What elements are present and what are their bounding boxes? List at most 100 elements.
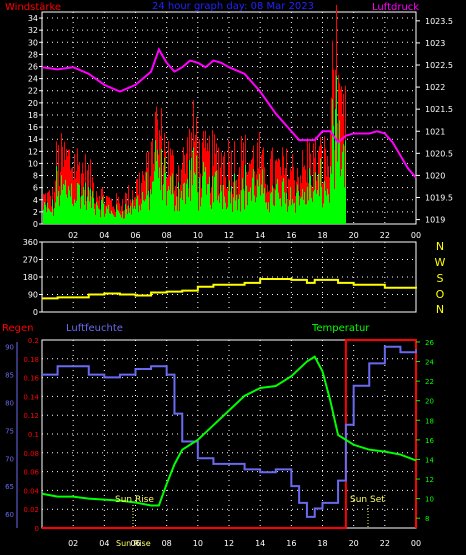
wind-avg-bar bbox=[330, 166, 331, 224]
wind-tick-label: 18 bbox=[28, 111, 38, 120]
wind-avg-bar bbox=[300, 198, 301, 224]
wind-avg-bar bbox=[144, 201, 145, 224]
wind-avg-bar bbox=[218, 195, 219, 224]
time-tick-label: 22 bbox=[380, 539, 390, 548]
wind-gust-bar bbox=[109, 197, 110, 224]
wind-avg-bar bbox=[132, 198, 133, 224]
wind-avg-bar bbox=[290, 187, 291, 224]
wind-gust-bar bbox=[82, 162, 83, 224]
wind-gust-bar bbox=[271, 150, 272, 224]
wind-avg-bar bbox=[324, 180, 325, 224]
wind-tick-label: 20 bbox=[28, 99, 38, 108]
wind-avg-bar bbox=[253, 169, 254, 224]
time-tick-label: 20 bbox=[349, 231, 359, 240]
wind-avg-bar bbox=[124, 218, 125, 224]
wind-avg-bar bbox=[271, 192, 272, 224]
panel-rain-humidity-temp: Regen Luftfeuchte Temperatur Sun Rise Su… bbox=[2, 323, 434, 548]
direction-tick-label: 180 bbox=[23, 273, 38, 282]
temperature-tick-label: 14 bbox=[425, 456, 434, 464]
wind-gust-bar bbox=[200, 173, 201, 224]
wind-avg-bar bbox=[301, 196, 302, 224]
wind-avg-bar bbox=[306, 204, 307, 224]
wind-avg-bar bbox=[143, 200, 144, 224]
pressure-tick-label: 1021.5 bbox=[425, 105, 453, 114]
wind-avg-bar bbox=[61, 175, 62, 224]
wind-avg-bar bbox=[63, 184, 64, 224]
wind-avg-bar bbox=[64, 185, 65, 224]
wind-avg-bar bbox=[85, 182, 86, 224]
wind-avg-bar bbox=[193, 147, 194, 224]
wind-avg-bar bbox=[327, 188, 328, 224]
wind-gust-bar bbox=[126, 193, 127, 224]
wind-avg-bar bbox=[307, 186, 308, 224]
wind-tick-label: 16 bbox=[28, 123, 38, 132]
wind-avg-bar bbox=[297, 184, 298, 224]
wind-gust-bar bbox=[237, 193, 238, 224]
wind-avg-bar bbox=[179, 211, 180, 224]
wind-gust-bar bbox=[160, 135, 161, 224]
wind-avg-bar bbox=[122, 211, 123, 224]
wind-avg-bar bbox=[170, 176, 171, 224]
wind-avg-bar bbox=[104, 216, 105, 224]
wind-avg-bar bbox=[317, 190, 318, 224]
wind-gust-bar bbox=[319, 146, 320, 224]
wind-tick-label: 12 bbox=[28, 147, 38, 156]
wind-avg-bar bbox=[176, 196, 177, 224]
wind-avg-bar bbox=[50, 211, 51, 224]
humidity-tick-label: 60 bbox=[5, 511, 14, 519]
wind-gust-bar bbox=[145, 171, 146, 224]
wind-avg-bar bbox=[239, 194, 240, 224]
wind-avg-bar bbox=[242, 178, 243, 224]
wind-gust-bar bbox=[341, 86, 342, 224]
pressure-tick-label: 1022 bbox=[425, 83, 445, 92]
wind-gust-bar bbox=[206, 151, 207, 224]
wind-avg-bar bbox=[153, 181, 154, 224]
wind-avg-bar bbox=[68, 186, 69, 224]
wind-avg-bar bbox=[219, 202, 220, 224]
direction-tick-label: 270 bbox=[23, 256, 38, 265]
wind-avg-bar bbox=[259, 173, 260, 224]
wind-avg-bar bbox=[62, 189, 63, 224]
wind-avg-bar bbox=[151, 194, 152, 224]
wind-avg-bar bbox=[78, 183, 79, 224]
wind-avg-bar bbox=[128, 205, 129, 224]
wind-avg-bar bbox=[264, 188, 265, 224]
wind-avg-bar bbox=[331, 173, 332, 224]
wind-avg-bar bbox=[188, 197, 189, 224]
wind-avg-bar bbox=[284, 192, 285, 224]
wind-avg-bar bbox=[146, 172, 147, 224]
wind-avg-bar bbox=[83, 186, 84, 224]
wind-avg-bar bbox=[137, 195, 138, 224]
humidity-tick-label: 80 bbox=[5, 399, 14, 407]
wind-avg-bar bbox=[243, 189, 244, 224]
humidity-tick-label: 85 bbox=[5, 372, 14, 380]
rain-tick-label: 0.04 bbox=[23, 487, 39, 495]
wind-avg-bar bbox=[96, 201, 97, 224]
wind-avg-bar bbox=[293, 203, 294, 224]
time-tick-label: 16 bbox=[286, 539, 296, 548]
wind-avg-bar bbox=[265, 202, 266, 224]
wind-gust-bar bbox=[67, 156, 68, 224]
pressure-tick-label: 1021 bbox=[425, 127, 445, 136]
wind-avg-bar bbox=[182, 200, 183, 224]
pressure-tick-label: 1023 bbox=[425, 39, 445, 48]
wind-avg-bar bbox=[298, 191, 299, 224]
wind-avg-bar bbox=[339, 120, 340, 224]
wind-avg-bar bbox=[84, 204, 85, 224]
wind-avg-bar bbox=[56, 166, 57, 224]
wind-avg-bar bbox=[338, 143, 339, 224]
wind-avg-bar bbox=[187, 178, 188, 224]
panel-wind-direction: 0 90 180 270 360 N W S O N bbox=[23, 238, 446, 317]
wind-avg-bar bbox=[199, 177, 200, 224]
compass-w: W bbox=[435, 256, 446, 269]
wind-avg-bar bbox=[251, 200, 252, 224]
wind-avg-bar bbox=[236, 194, 237, 224]
time-tick-label: 06 bbox=[130, 231, 140, 240]
wind-gust-bar bbox=[269, 190, 270, 224]
wind-avg-bar bbox=[318, 173, 319, 224]
compass-o: O bbox=[436, 288, 445, 301]
wind-gust-bar bbox=[307, 139, 308, 224]
rain-tick-label: 0.18 bbox=[23, 356, 39, 364]
wind-avg-bar bbox=[74, 199, 75, 224]
compass-n-bottom: N bbox=[436, 303, 444, 316]
